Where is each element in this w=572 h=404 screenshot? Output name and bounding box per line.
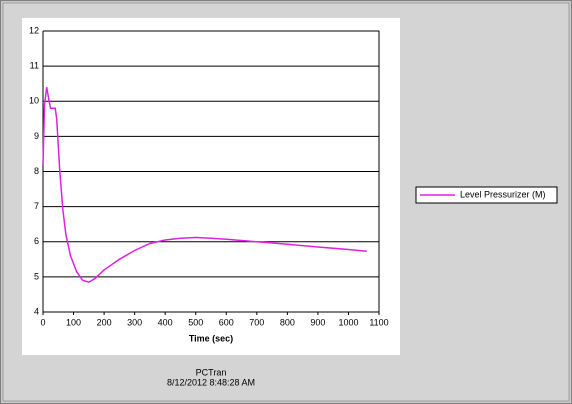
x-tick-label: 200 (97, 317, 112, 327)
y-tick-label: 4 (34, 306, 39, 316)
y-tick-label: 9 (34, 131, 39, 141)
y-tick-label: 11 (30, 61, 39, 71)
x-tick-label: 600 (219, 317, 234, 327)
x-tick-label: 1100 (369, 317, 388, 327)
y-tick-label: 6 (34, 236, 39, 246)
footer-line: 8/12/2012 8:48:28 AM (167, 377, 255, 387)
plot-panel (22, 18, 400, 355)
x-tick-label: 400 (158, 317, 173, 327)
legend-box (415, 186, 558, 204)
x-tick-label: 800 (280, 317, 295, 327)
y-tick-label: 8 (34, 166, 39, 176)
legend-label: Level Pressurizer (M) (460, 189, 546, 199)
y-tick-label: 10 (29, 96, 39, 106)
footer-line: PCTran (196, 367, 227, 377)
y-tick-label: 12 (29, 25, 39, 35)
x-tick-label: 0 (40, 317, 45, 327)
x-tick-label: 900 (310, 317, 325, 327)
x-axis-label: Time (sec) (189, 333, 233, 343)
x-tick-label: 700 (249, 317, 264, 327)
x-tick-label: 100 (66, 317, 81, 327)
y-tick-label: 7 (34, 201, 39, 211)
series-line (42, 87, 367, 283)
x-tick-label: 1000 (338, 317, 358, 327)
x-tick-label: 500 (188, 317, 203, 327)
x-tick-label: 300 (127, 317, 142, 327)
y-tick-label: 5 (34, 271, 39, 281)
